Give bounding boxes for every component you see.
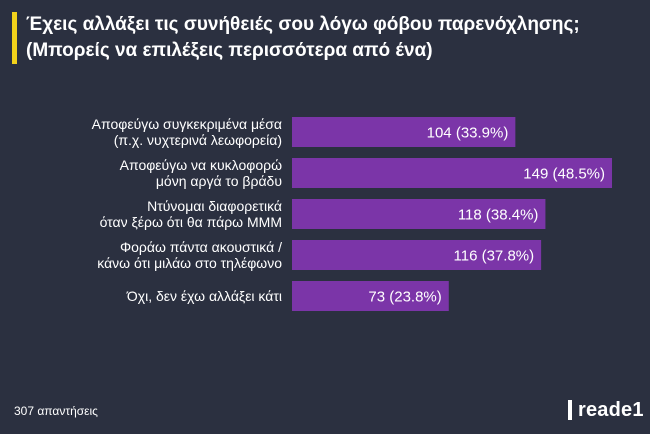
- category-label-0: Αποφεύγω συγκεκριμένα μέσα (π.χ. νυχτεριν…: [92, 116, 282, 148]
- category-label-1-line-0: Αποφεύγω να κυκλοφορώ: [120, 157, 282, 173]
- category-label-4-line-0: Όχι, δεν έχω αλλάξει κάτι: [126, 288, 282, 304]
- data-label-3: 116 (37.8%): [454, 248, 535, 265]
- responses-count: 307 απαντήσεις: [14, 404, 98, 418]
- data-label-4: 73 (23.8%): [368, 289, 441, 306]
- chart-title-line-2: (Μπορείς να επιλέξεις περισσότερα από έν…: [26, 40, 433, 61]
- category-label-4: Όχι, δεν έχω αλλάξει κάτι: [126, 288, 282, 304]
- category-label-1-line-1: μόνη αργά το βράδυ: [156, 173, 282, 189]
- title-accent-bar: [12, 12, 17, 64]
- category-label-0-line-1: (π.χ. νυχτερινά λεωφορεία): [114, 132, 282, 148]
- brand-logo-mark: [568, 400, 572, 420]
- category-label-2-line-0: Ντύνομαι διαφορετικά: [147, 198, 282, 214]
- category-label-3-line-0: Φοράω πάντα ακουστικά /: [120, 239, 282, 255]
- brand-logo-text: reade1: [578, 398, 644, 421]
- bar-4: [292, 281, 449, 311]
- category-label-3: Φοράω πάντα ακουστικά / κάνω ότι μιλάω στ…: [97, 239, 282, 271]
- chart-title-line-1: Έχεις αλλάξει τις συνήθειές σου λόγω φόβ…: [26, 14, 580, 35]
- category-label-1: Αποφεύγω να κυκλοφορώ μόνη αργά το βράδυ: [120, 157, 282, 189]
- bar-0: [292, 117, 516, 147]
- bar-3: [292, 240, 542, 270]
- brand-logo: reade1: [568, 398, 644, 422]
- data-label-1: 149 (48.5%): [523, 166, 605, 183]
- category-label-2: Ντύνομαι διαφορετικά όταν ξέρω ότι θα πάρ…: [100, 198, 282, 230]
- category-label-0-line-0: Αποφεύγω συγκεκριμένα μέσα: [92, 116, 282, 132]
- bar-1: [292, 158, 612, 188]
- data-label-2: 118 (38.4%): [458, 207, 539, 224]
- chart-title: Έχεις αλλάξει τις συνήθειές σου λόγω φόβ…: [26, 12, 636, 64]
- bar-2: [292, 199, 546, 229]
- data-label-0: 104 (33.9%): [427, 125, 509, 142]
- category-label-2-line-1: όταν ξέρω ότι θα πάρω ΜΜΜ: [100, 214, 282, 230]
- category-label-3-line-1: κάνω ότι μιλάω στο τηλέφωνο: [97, 255, 282, 271]
